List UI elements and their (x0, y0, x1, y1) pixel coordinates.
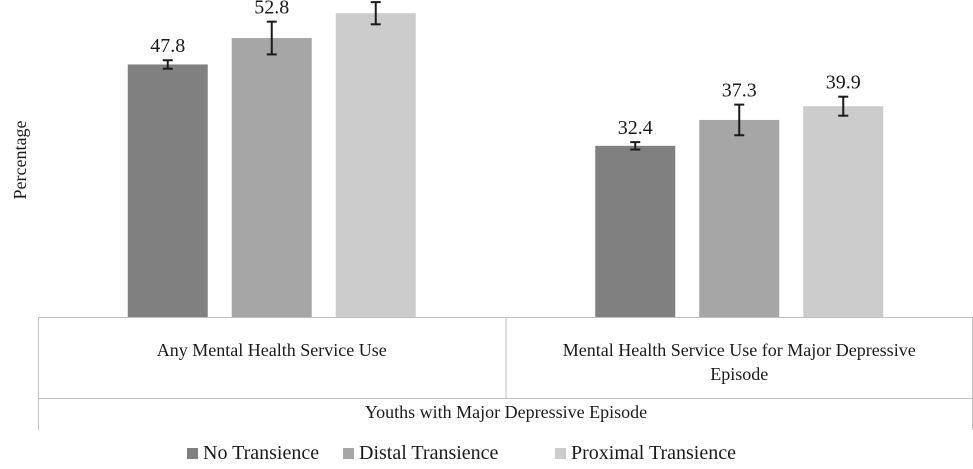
error-bar (838, 95, 849, 117)
bar (127, 64, 208, 317)
error-bar (266, 20, 277, 56)
data-label: 32.4 (618, 117, 653, 139)
x-axis-group-label: Youths with Major Depressive Episode (365, 402, 647, 422)
error-bar (370, 1, 381, 26)
x-tick-label: Episode (710, 364, 768, 384)
legend-item: Proximal Transience (555, 442, 736, 464)
error-bar (162, 59, 173, 70)
bar (595, 145, 676, 317)
bar (335, 13, 416, 317)
bar (231, 38, 312, 317)
data-label: 52.8 (254, 0, 289, 19)
data-label: 37.3 (722, 80, 757, 102)
legend-item: Distal Transience (343, 442, 499, 464)
data-label: 39.9 (826, 72, 861, 94)
bar (803, 106, 884, 317)
legend: No Transience Distal Transience Proximal T… (187, 442, 736, 464)
y-axis-label: Percentage (10, 121, 30, 200)
data-label: 47.8 (150, 35, 185, 57)
legend-swatch (555, 448, 566, 459)
legend-label: Distal Transience (359, 442, 499, 464)
error-bar (734, 103, 745, 137)
x-tick-label: Mental Health Service Use for Major Depr… (563, 340, 916, 360)
category-axis: Any Mental Health Service Use Mental Heal… (38, 317, 973, 430)
x-tick-label: Any Mental Health Service Use (157, 340, 387, 360)
legend-label: Proximal Transience (571, 442, 736, 464)
bars-layer: 47.852.857.532.437.339.9 (127, 0, 884, 317)
bar (699, 119, 780, 317)
legend-label: No Transience (203, 442, 319, 464)
legend-swatch (343, 448, 354, 459)
legend-swatch (187, 448, 198, 459)
error-bar (630, 141, 641, 151)
legend-item: No Transience (187, 442, 319, 464)
